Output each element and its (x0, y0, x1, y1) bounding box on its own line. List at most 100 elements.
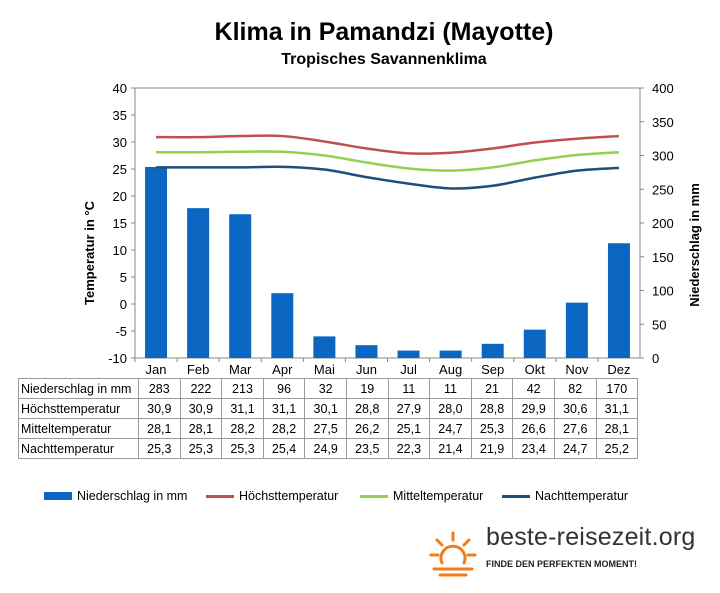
precipitation-bar (187, 208, 210, 358)
table-cell: 31,1 (595, 398, 639, 419)
table-cell: 42 (512, 378, 555, 399)
table-cell: 30,9 (179, 398, 223, 419)
x-tick-label: Sep (481, 362, 504, 377)
table-cell: 25,2 (595, 438, 639, 459)
table-cell: 25,3 (138, 438, 181, 459)
table-row: Höchsttemperatur 30,9 30,9 31,1 31,1 30,1 28,8… (18, 398, 639, 419)
sun-icon (429, 531, 477, 577)
table-cell: 28,2 (262, 418, 306, 439)
table-cell: 19 (345, 378, 389, 399)
precipitation-bar (607, 243, 630, 358)
table-cell: 213 (221, 378, 264, 399)
table-cell: 21,4 (429, 438, 472, 459)
table-cell: 23,5 (345, 438, 389, 459)
left-tick-label: 25 (113, 162, 127, 177)
table-cell: 25,4 (262, 438, 306, 459)
right-tick-label: 0 (652, 351, 659, 366)
table-cell: 25,3 (470, 418, 514, 439)
table-cell: 26,2 (345, 418, 389, 439)
brand-tagline: FINDE DEN PERFEKTEN MOMENT! (486, 559, 638, 569)
legend-swatch (206, 494, 234, 498)
x-tick-label: Jun (356, 362, 377, 377)
table-cell: 31,1 (221, 398, 264, 419)
table-cell: 82 (553, 378, 597, 399)
legend-item: Mitteltemperatur (360, 487, 483, 505)
legend-label: Niederschlag in mm (77, 489, 188, 503)
table-row-label: Niederschlag in mm (18, 378, 139, 399)
series-line-mitteltemperatur (156, 150, 620, 172)
precipitation-bar (565, 302, 588, 358)
table-row-label: Mitteltemperatur (18, 418, 139, 439)
x-tick-label: Dez (607, 362, 630, 377)
left-tick-label: 40 (113, 81, 127, 96)
table-cell: 27,9 (387, 398, 431, 419)
table-row: Nachttemperatur 25,3 25,3 25,3 25,4 24,9 23,5 2… (18, 438, 639, 459)
left-tick-label: -5 (115, 324, 127, 339)
table-cell: 28,1 (179, 418, 223, 439)
legend-item: Nachttemperatur (502, 487, 628, 505)
table-cell: 23,4 (512, 438, 555, 459)
table-cell: 29,9 (512, 398, 555, 419)
table-cell: 28,8 (345, 398, 389, 419)
legend-swatch (502, 494, 530, 498)
brand-logo[interactable]: beste-reisezeit.org FINDE DEN PERFEKTEN … (428, 523, 718, 591)
table-row: Niederschlag in mm 283 222 213 96 32 19 11 11 21 4… (18, 378, 639, 399)
left-tick-label: 35 (113, 108, 127, 123)
left-tick-label: 0 (120, 297, 127, 312)
precipitation-bar (313, 336, 336, 358)
table-cell: 24,7 (553, 438, 597, 459)
precipitation-bar (439, 350, 462, 358)
right-tick-label: 300 (652, 149, 674, 164)
climate-data-table: Niederschlag in mm 283 222 213 96 32 19 11 11 21 4… (18, 378, 639, 459)
chart-title: Klima in Pamandzi (Mayotte) (214, 18, 554, 46)
table-cell: 222 (179, 378, 223, 399)
right-tick-label: 400 (652, 81, 674, 96)
x-tick-label: Mar (229, 362, 252, 377)
legend-label: Höchsttemperatur (239, 489, 339, 503)
x-tick-label: Feb (187, 362, 209, 377)
right-tick-label: 250 (652, 182, 674, 197)
series-line-h-chsttemperatur (156, 134, 620, 155)
left-tick-label: 30 (113, 135, 127, 150)
left-tick-label: 15 (113, 216, 127, 231)
table-cell: 30,1 (304, 398, 347, 419)
table-cell: 28,2 (221, 418, 264, 439)
table-cell: 96 (262, 378, 306, 399)
table-cell: 32 (304, 378, 347, 399)
table-cell: 27,6 (553, 418, 597, 439)
series-line-nachttemperatur (156, 165, 620, 190)
table-cell: 21,9 (470, 438, 514, 459)
legend-item: Niederschlag in mm (44, 487, 187, 505)
precipitation-bar (523, 329, 546, 358)
table-cell: 25,1 (387, 418, 431, 439)
table-cell: 26,6 (512, 418, 555, 439)
table-cell: 24,9 (304, 438, 347, 459)
table-cell: 30,9 (138, 398, 181, 419)
chart-legend: Niederschlag in mm Höchsttemperatur Mittel… (0, 487, 720, 507)
chart-subtitle: Tropisches Savannenklima (281, 51, 487, 68)
table-cell: 21 (470, 378, 514, 399)
table-cell: 283 (138, 378, 181, 399)
left-tick-label: -10 (108, 351, 127, 366)
precipitation-bar (481, 343, 504, 358)
table-cell: 28,8 (470, 398, 514, 419)
x-tick-label: Nov (565, 362, 589, 377)
table-cell: 30,6 (553, 398, 597, 419)
precipitation-bar (229, 214, 252, 358)
left-axis-label: Temperatur in °C (82, 200, 97, 305)
table-cell: 28,1 (595, 418, 639, 439)
x-tick-label: Mai (314, 362, 335, 377)
x-tick-label: Jan (146, 362, 167, 377)
legend-swatch (360, 494, 388, 498)
legend-label: Mitteltemperatur (393, 489, 484, 503)
table-cell: 11 (387, 378, 431, 399)
table-cell: 170 (595, 378, 639, 399)
table-cell: 25,3 (179, 438, 223, 459)
left-tick-label: 5 (120, 270, 127, 285)
table-row-label: Nachttemperatur (18, 438, 139, 459)
table-cell: 11 (429, 378, 472, 399)
left-tick-label: 10 (113, 243, 127, 258)
right-tick-label: 150 (652, 250, 674, 265)
table-cell: 31,1 (262, 398, 306, 419)
